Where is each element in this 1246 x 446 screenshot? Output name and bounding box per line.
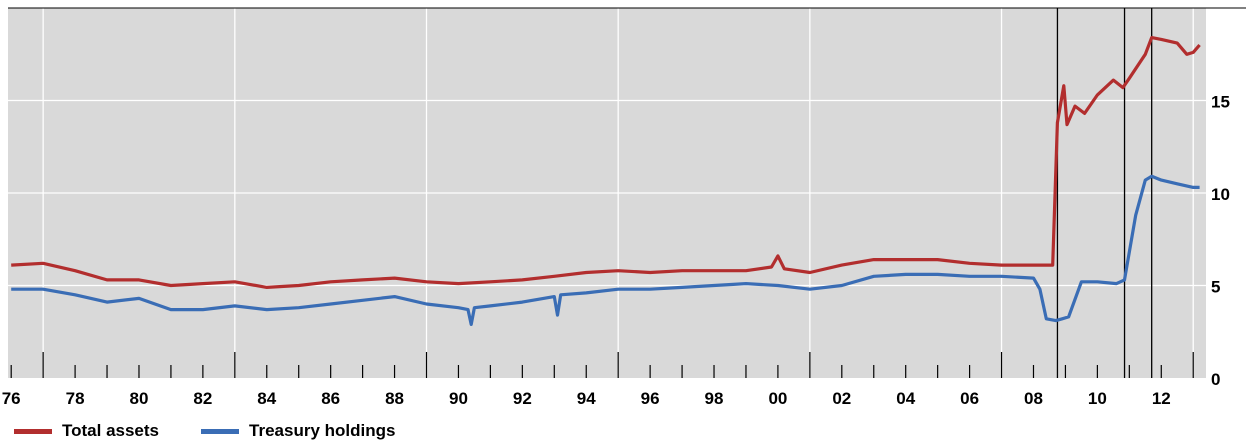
x-axis-labels: 76 78 80 82 84 86 88 90 92 94 96 98 00 02 04 06 08 10 12 <box>2 389 1171 408</box>
x-tick-label: 92 <box>513 389 532 408</box>
series-line-total-assets <box>11 36 1201 289</box>
y-tick-label: 0 <box>1211 370 1220 389</box>
legend-label: Total assets <box>62 421 160 440</box>
legend-swatch-treasury-holdings <box>201 428 240 434</box>
vertical-markers <box>1056 8 1153 378</box>
x-tick-label: 84 <box>257 389 276 408</box>
series-line-treasury-holdings <box>11 174 1200 326</box>
y-tick-label: 15 <box>1211 93 1230 112</box>
x-tick-label: 06 <box>960 389 979 408</box>
x-tick-label: 88 <box>385 389 404 408</box>
x-tick-label: 78 <box>66 389 85 408</box>
legend-label: Treasury holdings <box>249 421 396 440</box>
x-tick-label: 96 <box>641 389 660 408</box>
x-tick-label: 04 <box>896 389 915 408</box>
y-axis-labels: 0 5 10 15 <box>1211 93 1230 390</box>
legend-swatch-total-assets <box>14 428 52 434</box>
x-tick-label: 94 <box>577 389 596 408</box>
x-tick-label: 76 <box>2 389 21 408</box>
legend-item-total-assets: Total assets <box>0 421 159 441</box>
x-tick-label: 86 <box>321 389 340 408</box>
x-tick-label: 00 <box>768 389 787 408</box>
line-chart: 0 5 10 15 76 78 80 82 84 86 88 90 92 94 96 98 00 02 04 06 0… <box>2 7 1246 408</box>
x-tick-label: 90 <box>449 389 468 408</box>
series-lines <box>11 36 1201 326</box>
y-tick-label: 10 <box>1211 185 1230 204</box>
x-tick-label: 08 <box>1024 389 1043 408</box>
x-tick-label: 98 <box>705 389 724 408</box>
x-axis-ticks <box>10 352 1194 378</box>
legend: Total assets Treasury holdings <box>0 418 423 444</box>
x-tick-label: 12 <box>1152 389 1171 408</box>
x-tick-label: 02 <box>832 389 851 408</box>
y-tick-label: 5 <box>1211 278 1220 297</box>
x-tick-label: 10 <box>1088 389 1107 408</box>
legend-item-treasury-holdings: Treasury holdings <box>187 421 395 441</box>
x-tick-label: 80 <box>130 389 149 408</box>
x-tick-label: 82 <box>193 389 212 408</box>
grid-lines <box>8 8 1206 378</box>
